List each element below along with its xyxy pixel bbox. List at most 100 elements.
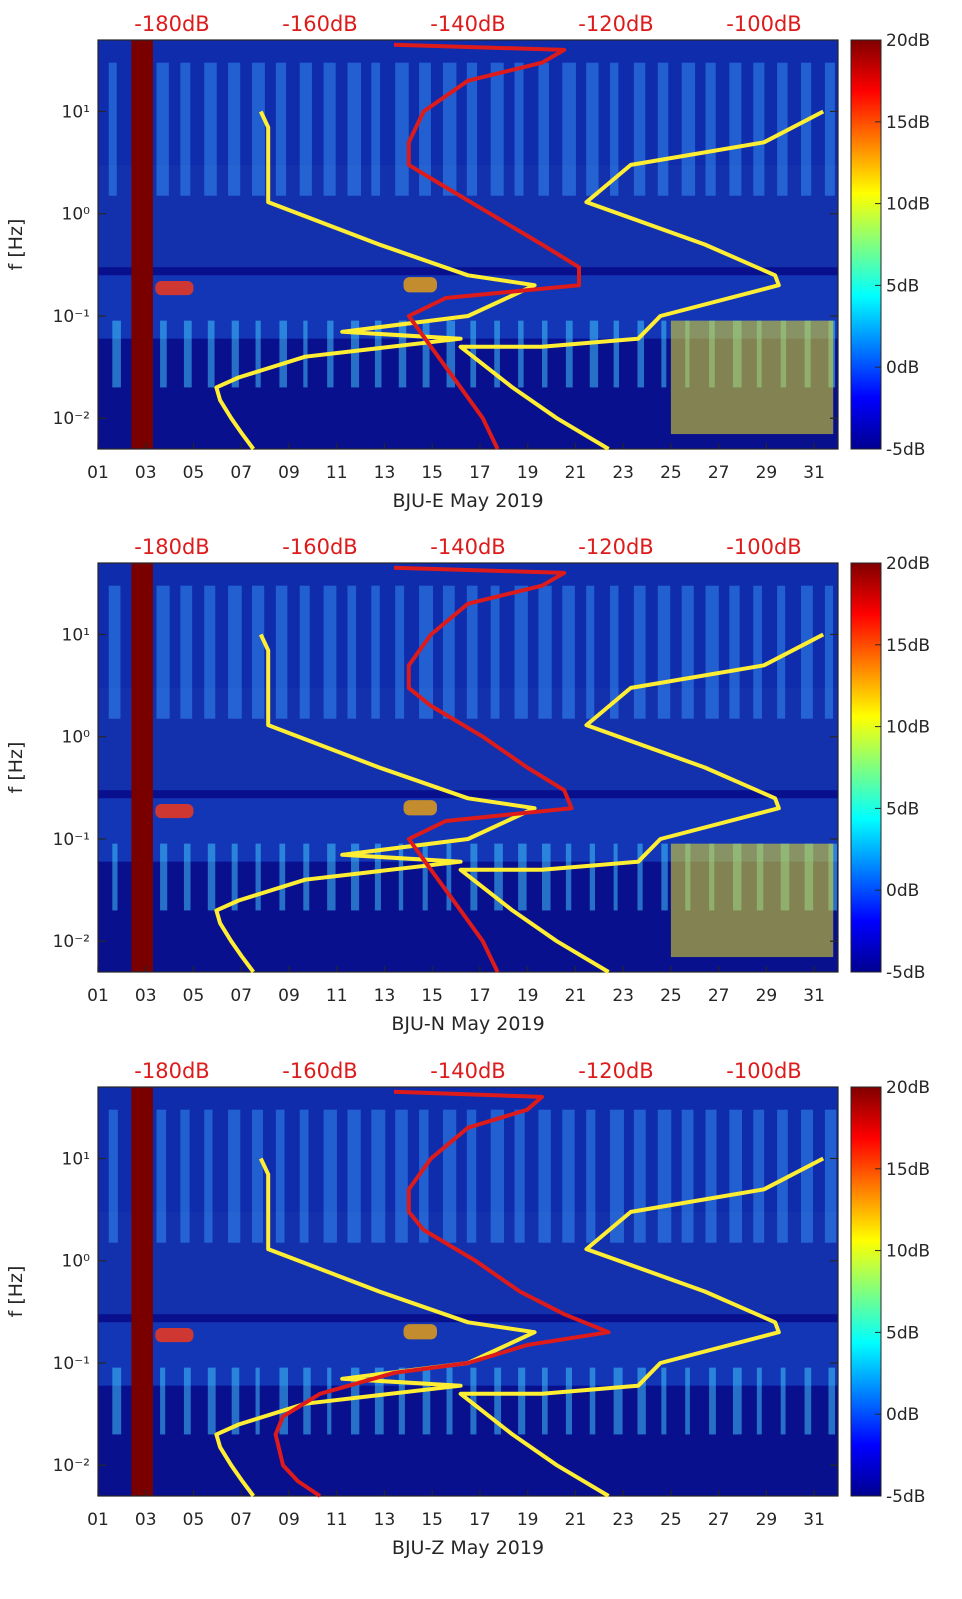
colorbar-gradient [850,562,882,973]
colorbar-tick-label: 0dB [886,881,919,901]
y-tick-label: 10⁻¹ [53,1354,90,1374]
colorbar-tick-label: 15dB [886,636,930,656]
y-axis-label: f [Hz] [5,742,27,794]
x-tick-label: 07 [230,1510,252,1530]
colorbar-tick-label: -5dB [886,440,925,460]
x-tick-label: 07 [230,463,252,483]
data-gap-band [131,40,153,449]
x-tick-label: 27 [708,1510,730,1530]
x-tick-label: 03 [135,463,157,483]
plot-frame [97,1086,839,1497]
x-tick-label: 01 [87,986,109,1006]
data-gap-band [131,1087,153,1496]
x-tick-label: 25 [660,1510,682,1530]
x-tick-label: 23 [612,986,634,1006]
x-tick-label: 31 [803,986,825,1006]
x-tick-label: 19 [517,1510,539,1530]
db-scale-label: -120dB [578,1059,653,1083]
spectrogram-panel-z: 10⁻² 10⁻¹ 10⁰ 10¹ 01 03 05 07 09 11 13 15 17 19 21 23 25… [5,1059,930,1559]
x-tick-label: 17 [469,463,491,483]
median-psd-line [273,1089,611,1498]
x-tick-label: 09 [278,986,300,1006]
x-tick-label: 27 [708,463,730,483]
y-axis-label: f [Hz] [5,1266,27,1318]
colorbar-tick-label: 15dB [886,1160,930,1180]
x-tick-label: 07 [230,986,252,1006]
x-tick-label: 03 [135,1510,157,1530]
colorbar-tick-label: 20dB [886,31,930,51]
db-scale-label: -180dB [134,12,209,36]
x-tick-label: 15 [421,463,443,483]
colorbar-gradient [850,39,882,450]
colorbar-tick-label: 10dB [886,1242,930,1262]
colorbar-tick-label: 5dB [886,799,919,819]
colorbar-tick-label: 0dB [886,1405,919,1425]
colorbar: -5dB 0dB 5dB 10dB 15dB 20dB [850,31,930,460]
spectrogram-image [98,563,838,972]
y-tick-label: 10⁻² [53,1456,90,1476]
colorbar-tick-label: 5dB [886,276,919,296]
y-tick-label: 10⁰ [62,1252,91,1272]
x-tick-label: 29 [756,463,778,483]
x-axis-label: BJU-E May 2019 [392,490,543,512]
x-tick-label: 01 [87,1510,109,1530]
x-tick-label: 13 [374,986,396,1006]
x-tick-label: 21 [565,463,587,483]
y-axis-label: f [Hz] [5,219,27,271]
median-psd-line [393,42,581,450]
x-axis-label: BJU-Z May 2019 [392,1537,544,1559]
y-tick-label: 10⁻¹ [53,830,90,850]
x-axis-label: BJU-N May 2019 [391,1013,544,1035]
colorbar-tick-label: -5dB [886,1487,925,1507]
high-noise-model-line [458,1156,825,1498]
high-noise-model-line [458,109,825,451]
db-scale-label: -160dB [282,535,357,559]
y-tick-label: 10¹ [62,1149,90,1169]
x-tick-label: 05 [183,1510,205,1530]
x-tick-label: 27 [708,986,730,1006]
colorbar-tick-label: 10dB [886,718,930,738]
x-tick-label: 29 [756,986,778,1006]
low-noise-model-line [214,110,537,451]
x-tick-label: 01 [87,463,109,483]
colorbar-tick-label: 20dB [886,554,930,574]
x-tick-label: 13 [374,1510,396,1530]
x-tick-label: 13 [374,463,396,483]
db-scale-label: -120dB [578,12,653,36]
x-tick-label: 23 [612,1510,634,1530]
plot-frame [97,39,839,450]
db-scale-label: -140dB [430,12,505,36]
x-tick-label: 29 [756,1510,778,1530]
x-tick-label: 21 [565,1510,587,1530]
spectrogram-image [98,40,838,449]
x-tick-label: 09 [278,1510,300,1530]
median-psd-line [393,565,574,973]
db-scale-label: -160dB [282,1059,357,1083]
low-noise-model-line [214,1157,537,1498]
colorbar: -5dB 0dB 5dB 10dB 15dB 20dB [850,554,930,983]
x-tick-label: 19 [517,986,539,1006]
x-tick-label: 11 [326,1510,348,1530]
x-tick-label: 11 [326,986,348,1006]
spectrogram-panel-e: 10⁻² 10⁻¹ 10⁰ 10¹ 01 03 05 07 09 11 13 15 17 19 21 23 25… [5,12,930,512]
y-tick-label: 10¹ [62,102,90,122]
x-tick-label: 25 [660,463,682,483]
x-tick-label: 09 [278,463,300,483]
db-scale-label: -160dB [282,12,357,36]
x-tick-label: 31 [803,1510,825,1530]
x-tick-label: 21 [565,986,587,1006]
y-tick-label: 10⁰ [62,728,91,748]
x-tick-label: 05 [183,986,205,1006]
db-scale-label: -140dB [430,1059,505,1083]
spectrogram-panel-n: 10⁻² 10⁻¹ 10⁰ 10¹ 01 03 05 07 09 11 13 15 17 19 21 23 25… [5,535,930,1035]
y-tick-label: 10⁻¹ [53,307,90,327]
colorbar-tick-label: 5dB [886,1323,919,1343]
db-scale-label: -100dB [726,535,801,559]
colorbar-tick-label: -5dB [886,963,925,983]
x-tick-label: 05 [183,463,205,483]
plot-frame [97,562,839,973]
high-noise-model-line [458,632,825,974]
x-tick-label: 03 [135,986,157,1006]
x-tick-label: 17 [469,1510,491,1530]
db-scale-label: -180dB [134,1059,209,1083]
